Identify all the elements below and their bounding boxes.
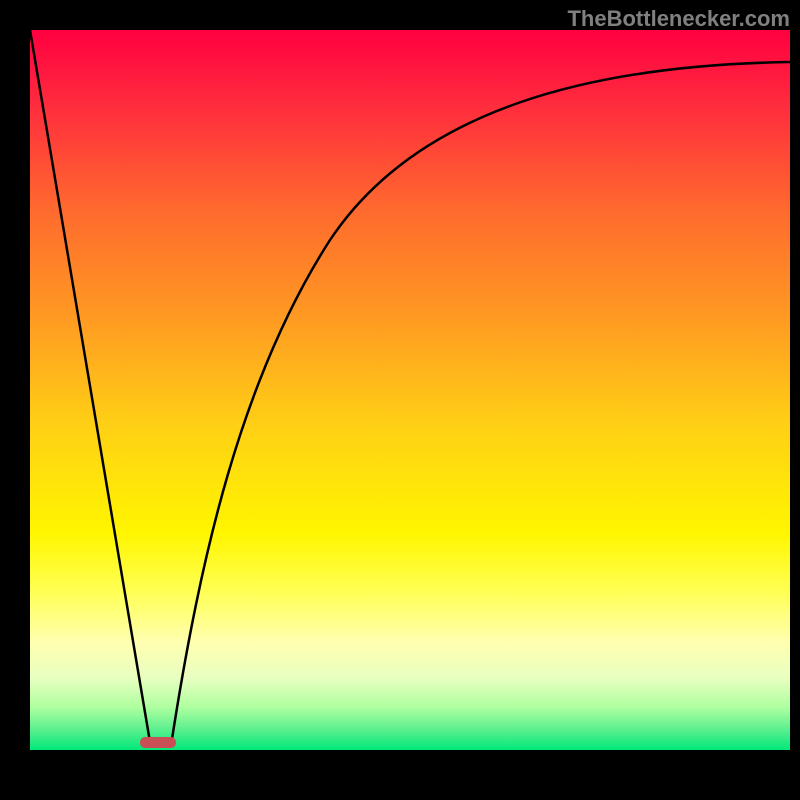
right-curve: [172, 62, 790, 739]
left-line: [30, 30, 150, 742]
bottleneck-marker: [140, 737, 176, 748]
chart-container: TheBottlenecker.com: [0, 0, 800, 800]
chart-svg-layer: [0, 0, 800, 800]
curve-group: [30, 30, 790, 742]
watermark-text: TheBottlenecker.com: [567, 6, 790, 32]
